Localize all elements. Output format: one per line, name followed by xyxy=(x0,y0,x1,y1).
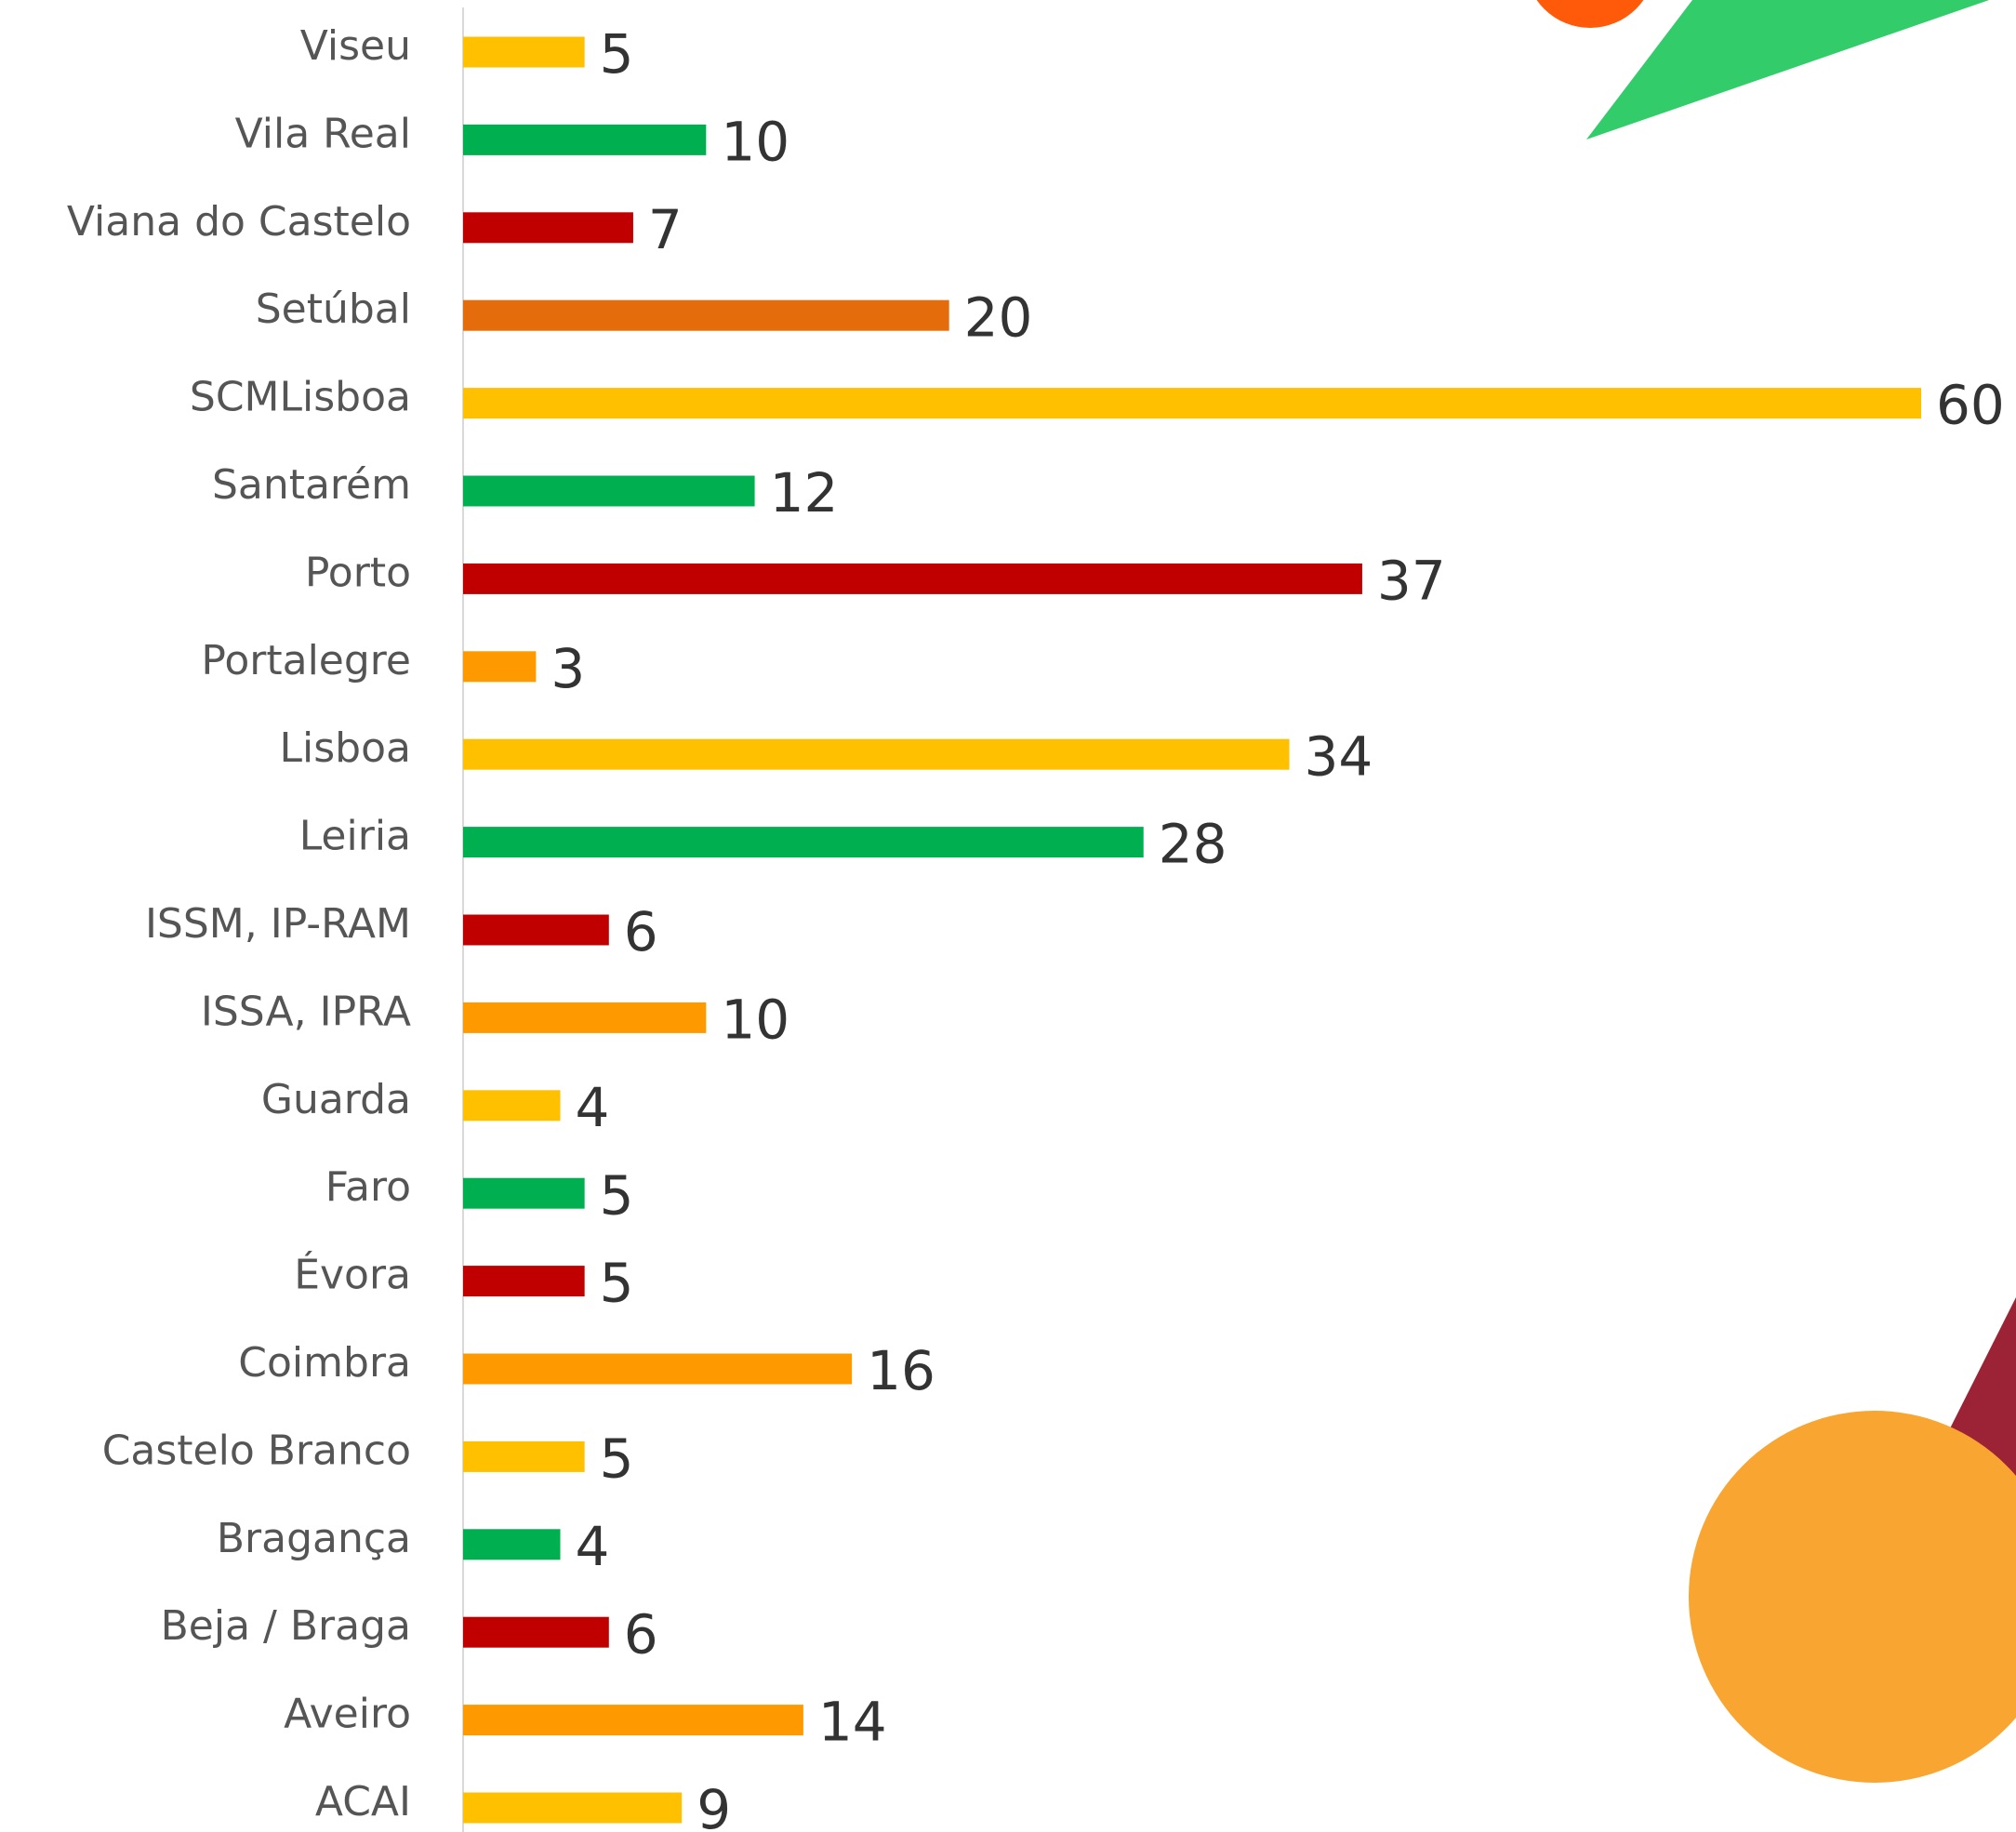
value-label: 3 xyxy=(550,637,585,700)
bar xyxy=(463,1354,852,1385)
category-label: Faro xyxy=(325,1163,411,1211)
value-label: 16 xyxy=(867,1339,935,1402)
value-label: 5 xyxy=(600,1427,634,1491)
decor-circle xyxy=(1525,0,1655,28)
value-label: 5 xyxy=(600,22,634,86)
value-label: 14 xyxy=(818,1691,887,1754)
category-label: Beja / Braga xyxy=(161,1602,411,1650)
bar xyxy=(463,1090,561,1121)
category-label: ACAI xyxy=(315,1778,411,1825)
value-label: 12 xyxy=(770,461,839,524)
category-label: Leiria xyxy=(299,813,411,860)
category-label: Coimbra xyxy=(238,1339,411,1387)
value-label: 10 xyxy=(721,989,789,1052)
bar xyxy=(463,564,1362,594)
category-label: Viseu xyxy=(300,22,411,70)
bar xyxy=(463,1441,585,1472)
bar xyxy=(463,739,1290,770)
bar xyxy=(463,1705,803,1735)
bar xyxy=(463,651,536,682)
category-label: Guarda xyxy=(261,1076,411,1123)
value-label: 7 xyxy=(648,198,683,261)
bar xyxy=(463,37,585,68)
category-label: Setúbal xyxy=(256,285,411,333)
value-label: 5 xyxy=(600,1252,634,1315)
decor-circle xyxy=(1689,1411,2016,1783)
value-label: 6 xyxy=(624,1602,658,1666)
category-label: Castelo Branco xyxy=(102,1427,411,1474)
bar xyxy=(463,300,949,331)
value-label: 34 xyxy=(1305,724,1373,788)
bar xyxy=(463,212,633,243)
bar xyxy=(463,1617,609,1648)
category-label: Porto xyxy=(305,549,411,596)
value-label: 5 xyxy=(600,1163,634,1227)
category-label: Viana do Castelo xyxy=(67,198,411,246)
bar xyxy=(463,1529,561,1560)
value-label: 10 xyxy=(721,111,789,174)
category-label: Vila Real xyxy=(235,110,411,157)
bar xyxy=(463,388,1921,418)
bar xyxy=(463,476,755,507)
bar xyxy=(463,827,1144,857)
category-label: Portalegre xyxy=(201,637,411,684)
bar xyxy=(463,1178,585,1209)
category-label: Bragança xyxy=(217,1515,411,1562)
value-label: 20 xyxy=(964,285,1033,349)
category-label: ISSM, IP-RAM xyxy=(145,900,411,948)
bar xyxy=(463,1266,585,1296)
bar xyxy=(463,1002,706,1033)
category-label: Aveiro xyxy=(284,1691,411,1738)
category-label: Lisboa xyxy=(280,724,411,772)
category-label: SCMLisboa xyxy=(190,374,411,421)
bar xyxy=(463,125,706,155)
category-label: Évora xyxy=(294,1250,411,1299)
category-label: Santarém xyxy=(212,461,411,509)
value-label: 6 xyxy=(624,900,658,963)
chart: Viseu 5 Vila Real 10 Viana do Castelo 7 Setúba… xyxy=(0,0,2016,1832)
value-label: 28 xyxy=(1159,813,1227,876)
category-label: ISSA, IPRA xyxy=(201,988,411,1035)
value-label: 9 xyxy=(696,1778,731,1832)
value-label: 37 xyxy=(1377,550,1446,613)
value-label: 4 xyxy=(576,1076,610,1139)
value-label: 60 xyxy=(1936,374,2005,437)
decor-triangle xyxy=(1586,0,2016,139)
value-label: 4 xyxy=(576,1515,610,1578)
bar xyxy=(463,1793,682,1824)
bar xyxy=(463,915,609,946)
